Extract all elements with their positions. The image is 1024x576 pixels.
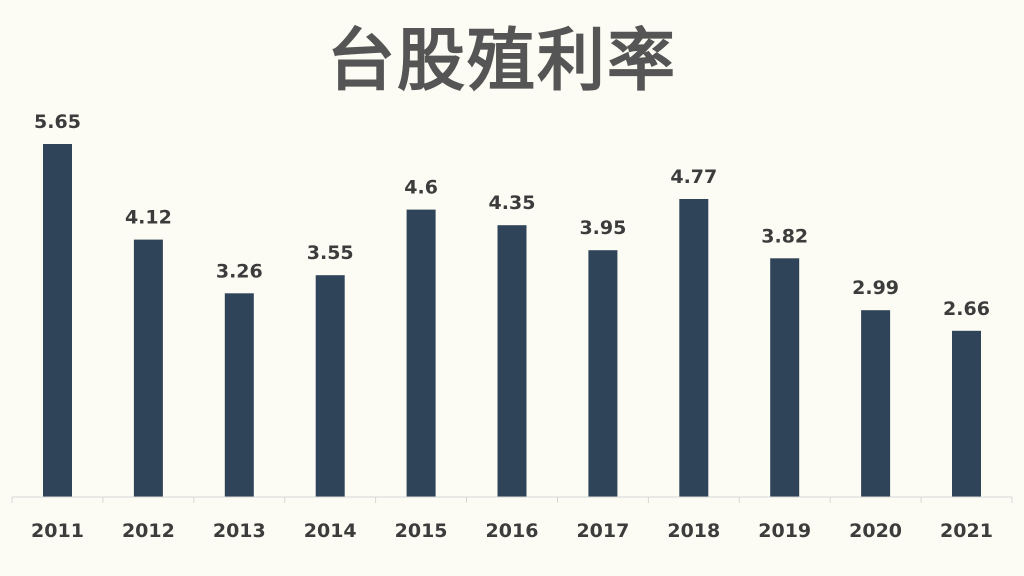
- bar-2015: [406, 209, 436, 497]
- x-tick-label-2012: 2012: [122, 520, 175, 542]
- bar-2011: [43, 144, 72, 497]
- data-label-2019: 3.82: [761, 225, 808, 247]
- bar-2012: [133, 239, 163, 497]
- data-label-2017: 3.95: [579, 217, 626, 239]
- x-tick-label-2016: 2016: [486, 520, 539, 542]
- data-label-2012: 4.12: [125, 207, 172, 229]
- bar-2016: [497, 225, 527, 497]
- x-tick-label-2019: 2019: [758, 520, 811, 542]
- x-tick-label-2015: 2015: [395, 520, 448, 542]
- x-axis-ticks: 2011 2012 2013 2014 2015 2016 2017 2018 2019 2020…: [11, 497, 1013, 542]
- x-tick-label-2020: 2020: [849, 520, 902, 542]
- bar-2019: [770, 258, 800, 497]
- bar-2013: [224, 293, 254, 497]
- data-label-2011: 5.65: [34, 111, 81, 133]
- bar-2014: [315, 275, 345, 497]
- data-label-2020: 2.99: [852, 277, 899, 299]
- x-tick-label-2013: 2013: [213, 520, 266, 542]
- data-label-2014: 3.55: [307, 242, 354, 264]
- x-tick-label-2021: 2021: [940, 520, 993, 542]
- data-label-2018: 4.77: [670, 166, 717, 188]
- data-label-2013: 3.26: [216, 260, 263, 282]
- bar-2018: [679, 199, 709, 497]
- data-label-2016: 4.35: [489, 192, 536, 214]
- data-label-2015: 4.6: [404, 177, 438, 199]
- bar-2020: [861, 310, 891, 497]
- x-tick-label-2014: 2014: [304, 520, 357, 542]
- bar-2017: [588, 250, 618, 497]
- bars-layer: 5.65 4.12 3.26 3.55 4.6 4.35 3.95 4.77 3.82 2.99 2…: [34, 111, 990, 497]
- x-tick-label-2017: 2017: [576, 520, 629, 542]
- bar-2021: [952, 330, 981, 497]
- chart-title: 台股殖利率: [326, 22, 677, 101]
- x-tick-label-2011: 2011: [31, 520, 84, 542]
- data-label-2021: 2.66: [943, 298, 990, 320]
- x-tick-label-2018: 2018: [667, 520, 720, 542]
